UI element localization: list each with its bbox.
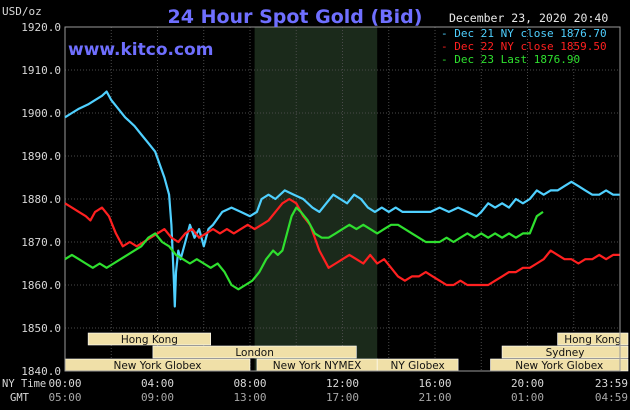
session-label: New York Globex (515, 360, 603, 372)
series-lines (64, 90, 620, 308)
watermark: www.kitco.com (68, 40, 213, 60)
legend: - Dec 21 NY close 1876.70- Dec 22 NY clo… (441, 27, 607, 66)
highlight-band (254, 27, 378, 371)
axis-label-gmt: GMT (10, 392, 30, 404)
plot-frame (64, 26, 621, 372)
y-tick-label: 1870.0 (21, 236, 61, 249)
x-tick-label-gmt: 21:00 (418, 391, 451, 404)
series-line-1 (64, 90, 620, 308)
x-tick-label-gmt: 05:00 (48, 391, 81, 404)
unit-label: USD/oz (2, 5, 42, 18)
session-label: New York Globex (113, 360, 201, 372)
x-tick-label: 08:00 (233, 377, 266, 390)
session-label: London (235, 347, 274, 359)
x-tick-label: 16:00 (418, 377, 451, 390)
x-tick-label: 00:00 (48, 377, 81, 390)
session-new-york-globex: New York Globex (64, 358, 251, 372)
x-tick-label-gmt: 09:00 (141, 391, 174, 404)
session-label: Hong Kong (564, 334, 621, 346)
y-tick-label: 1910.0 (21, 64, 61, 77)
y-tick-label: 1890.0 (21, 150, 61, 163)
y-tick-label: 1850.0 (21, 322, 61, 335)
x-axis-labels: 00:00 04:00 08:00 12:00 16:00 20:00 23:59 05:00… (48, 377, 628, 404)
x-tick-label-gmt: 13:00 (233, 391, 266, 404)
session-ny-globex: NY Globex (376, 358, 459, 372)
chart-title: 24 Hour Spot Gold (Bid) (168, 6, 423, 28)
session-bar (501, 345, 629, 359)
timestamp: December 23, 2020 20:40 (449, 11, 608, 25)
session-bar (152, 345, 357, 359)
axis-label-ny-time: NY Time (2, 378, 46, 390)
session-label: NY Globex (391, 360, 445, 372)
x-tick-label: 12:00 (326, 377, 359, 390)
x-tick-label-gmt: 17:00 (326, 391, 359, 404)
session-hong-kong: Hong Kong (87, 332, 211, 346)
session-label: Hong Kong (121, 334, 178, 346)
session-hong-kong: Hong Kong (557, 332, 629, 346)
x-tick-label: 04:00 (141, 377, 174, 390)
x-tick-label: 20:00 (511, 377, 544, 390)
y-tick-label: 1860.0 (21, 279, 61, 292)
session-sydney: Sydney (501, 345, 629, 359)
legend-entry: - Dec 21 NY close 1876.70 (441, 27, 607, 40)
legend-entry: - Dec 23 Last 1876.90 (441, 53, 580, 66)
y-tick-label: 1840.0 (21, 365, 61, 378)
session-new-york-globex: New York Globex (490, 358, 629, 372)
x-tick-label-gmt: 01:00 (511, 391, 544, 404)
session-bar (87, 332, 211, 346)
session-new-york-nymex: New York NYMEX (256, 358, 378, 372)
session-london: London (152, 345, 357, 359)
session-bar (557, 332, 629, 346)
y-axis-labels: 1920.0 1910.0 1900.0 1890.0 1880.0 1870.0 1860… (21, 21, 61, 378)
x-tick-label-gmt: 04:59 (595, 391, 628, 404)
series-line-3 (64, 206, 544, 291)
y-tick-label: 1900.0 (21, 107, 61, 120)
x-tick-label: 23:59 (595, 377, 628, 390)
session-label: New York NYMEX (273, 360, 362, 372)
y-tick-label: 1880.0 (21, 193, 61, 206)
session-label: Sydney (546, 347, 585, 359)
y-tick-label: 1920.0 (21, 21, 61, 34)
legend-entry: - Dec 22 NY close 1859.50 (441, 40, 607, 53)
grid-lines (64, 26, 621, 372)
